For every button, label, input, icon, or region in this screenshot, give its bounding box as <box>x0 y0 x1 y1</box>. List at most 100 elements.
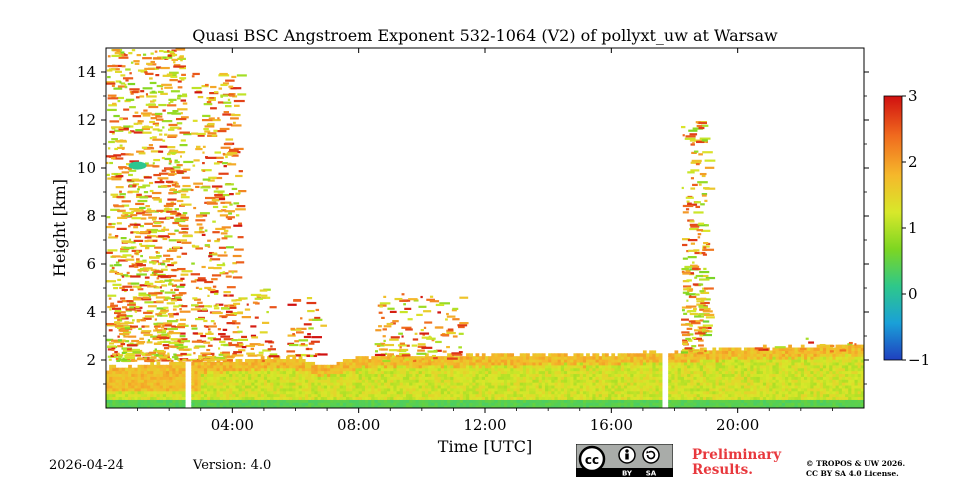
boundary-layer-cell <box>203 402 208 406</box>
boundary-layer-cell <box>232 393 237 398</box>
aerosol-layer-cell <box>153 329 159 332</box>
boundary-layer-cell <box>478 361 483 366</box>
boundary-layer-cell <box>301 367 306 372</box>
boundary-layer-cell <box>674 364 679 369</box>
boundary-layer-cell <box>178 396 183 400</box>
boundary-layer-cell <box>336 379 341 383</box>
boundary-layer-cell <box>810 367 815 372</box>
boundary-layer-cell <box>516 402 521 406</box>
boundary-layer-cell <box>368 364 372 369</box>
boundary-layer-cell <box>785 399 789 403</box>
boundary-layer-cell <box>333 364 338 369</box>
boundary-layer-cell <box>595 370 600 375</box>
aerosol-layer-cell <box>155 359 161 362</box>
boundary-layer-cell <box>854 405 859 408</box>
boundary-layer-cell <box>301 390 306 395</box>
aerosol-layer-cell <box>170 288 173 292</box>
boundary-layer-cell <box>813 353 818 357</box>
boundary-layer-cell <box>769 370 774 375</box>
boundary-layer-cell <box>810 370 815 375</box>
boundary-layer-cell <box>507 382 511 386</box>
boundary-layer-cell <box>541 382 546 386</box>
boundary-layer-cell <box>636 370 641 375</box>
boundary-layer-cell <box>267 405 271 408</box>
boundary-layer-cell <box>775 399 780 403</box>
boundary-layer-cell <box>424 379 429 383</box>
boundary-layer-cell <box>434 367 439 372</box>
aerosol-layer-cell <box>179 332 186 335</box>
boundary-layer-cell <box>693 393 698 398</box>
aerosol-layer-cell <box>158 200 162 203</box>
boundary-layer-cell <box>778 382 783 386</box>
boundary-layer-cell <box>396 356 401 360</box>
boundary-layer-cell <box>112 399 117 403</box>
boundary-layer-cell <box>175 376 180 380</box>
boundary-layer-cell <box>538 387 543 392</box>
boundary-layer-cell <box>112 373 117 377</box>
boundary-layer-cell <box>503 396 508 400</box>
boundary-layer-cell <box>829 396 834 400</box>
boundary-layer-cell <box>210 402 214 406</box>
boundary-layer-cell <box>232 367 237 372</box>
boundary-layer-cell <box>346 382 350 386</box>
boundary-layer-cell <box>848 399 852 403</box>
boundary-layer-cell <box>854 379 859 383</box>
boundary-layer-cell <box>851 405 856 408</box>
boundary-layer-cell <box>857 361 862 366</box>
boundary-layer-cell <box>747 361 751 366</box>
boundary-layer-cell <box>503 356 508 360</box>
boundary-layer-cell <box>229 387 233 392</box>
boundary-layer-cell <box>219 373 224 377</box>
aerosol-layer-cell <box>131 339 140 343</box>
boundary-layer-cell <box>361 379 366 383</box>
boundary-layer-cell <box>289 364 293 369</box>
aerosol-layer-cell <box>129 306 135 309</box>
boundary-layer-cell <box>162 396 167 400</box>
boundary-layer-cell <box>475 384 480 389</box>
boundary-layer-cell <box>788 364 792 369</box>
aerosol-layer-cell <box>117 278 122 282</box>
aerosol-layer-cell <box>180 116 189 119</box>
boundary-layer-cell <box>750 379 755 383</box>
boundary-layer-cell <box>671 405 676 408</box>
boundary-layer-cell <box>409 364 413 369</box>
boundary-layer-cell <box>522 399 527 403</box>
boundary-layer-cell <box>358 367 363 372</box>
boundary-layer-cell <box>538 373 543 377</box>
aerosol-layer-cell <box>144 71 148 74</box>
boundary-layer-cell <box>216 364 221 369</box>
boundary-layer-cell <box>327 367 331 372</box>
boundary-layer-cell <box>829 405 834 408</box>
boundary-layer-cell <box>434 384 439 389</box>
boundary-layer-cell <box>800 405 805 408</box>
boundary-layer-cell <box>582 399 587 403</box>
aerosol-layer-cell <box>120 297 126 300</box>
boundary-layer-cell <box>459 359 464 363</box>
boundary-layer-cell <box>254 387 259 392</box>
boundary-layer-cell <box>560 387 565 392</box>
boundary-layer-cell <box>368 393 372 398</box>
boundary-layer-cell <box>153 396 158 400</box>
boundary-layer-cell <box>472 399 477 403</box>
aerosol-layer-cell <box>151 293 158 297</box>
boundary-layer-cell <box>567 367 571 372</box>
boundary-layer-cell <box>178 382 183 386</box>
boundary-layer-cell <box>803 384 808 389</box>
boundary-layer-cell <box>106 396 110 400</box>
boundary-layer-cell <box>342 379 347 383</box>
boundary-layer-cell <box>668 353 672 357</box>
boundary-layer-cell <box>409 390 413 395</box>
boundary-layer-cell <box>627 361 631 366</box>
boundary-layer-cell <box>409 376 413 380</box>
boundary-layer-cell <box>702 396 707 400</box>
boundary-layer-cell <box>548 402 552 406</box>
boundary-layer-cell <box>295 361 300 366</box>
boundary-layer-cell <box>191 387 196 392</box>
boundary-layer-cell <box>680 387 685 392</box>
boundary-layer-cell <box>715 361 720 366</box>
boundary-layer-cell <box>241 390 246 395</box>
boundary-layer-cell <box>759 405 764 408</box>
boundary-layer-cell <box>311 373 316 377</box>
boundary-layer-cell <box>592 387 597 392</box>
boundary-layer-cell <box>529 370 533 375</box>
